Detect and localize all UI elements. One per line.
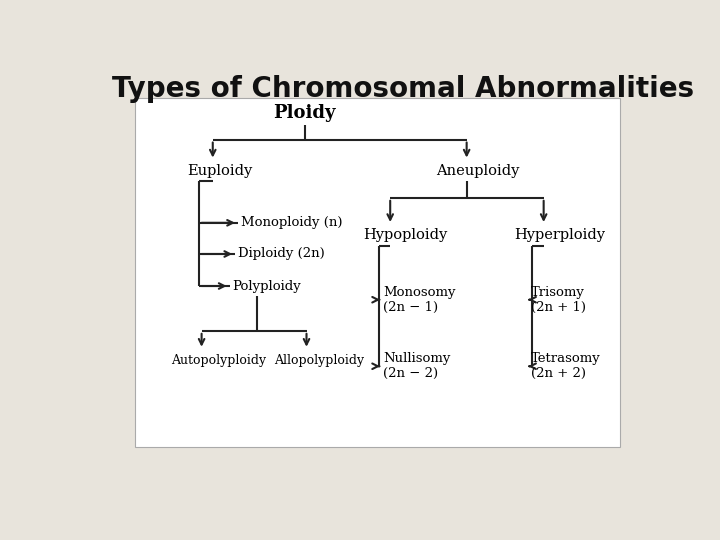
FancyBboxPatch shape — [135, 98, 620, 447]
Text: Hypoploidy: Hypoploidy — [364, 228, 448, 242]
Text: Tetrasomy
(2n + 2): Tetrasomy (2n + 2) — [531, 352, 600, 380]
Text: Monoploidy (n): Monoploidy (n) — [240, 217, 342, 230]
Text: Polyploidy: Polyploidy — [233, 280, 301, 293]
Text: Allopolyploidy: Allopolyploidy — [274, 354, 364, 367]
Text: Trisomy
(2n + 1): Trisomy (2n + 1) — [531, 286, 586, 314]
Text: Autopolyploidy: Autopolyploidy — [171, 354, 266, 367]
Text: Aneuploidy: Aneuploidy — [436, 164, 519, 178]
Text: Ploidy: Ploidy — [274, 104, 336, 122]
Text: Euploidy: Euploidy — [188, 164, 253, 178]
Text: Diploidy (2n): Diploidy (2n) — [238, 247, 325, 260]
Text: Nullisomy
(2n − 2): Nullisomy (2n − 2) — [383, 352, 450, 380]
Text: Types of Chromosomal Abnormalities: Types of Chromosomal Abnormalities — [112, 75, 695, 103]
Text: Monosomy
(2n − 1): Monosomy (2n − 1) — [383, 286, 456, 314]
Text: Hyperploidy: Hyperploidy — [514, 228, 605, 242]
